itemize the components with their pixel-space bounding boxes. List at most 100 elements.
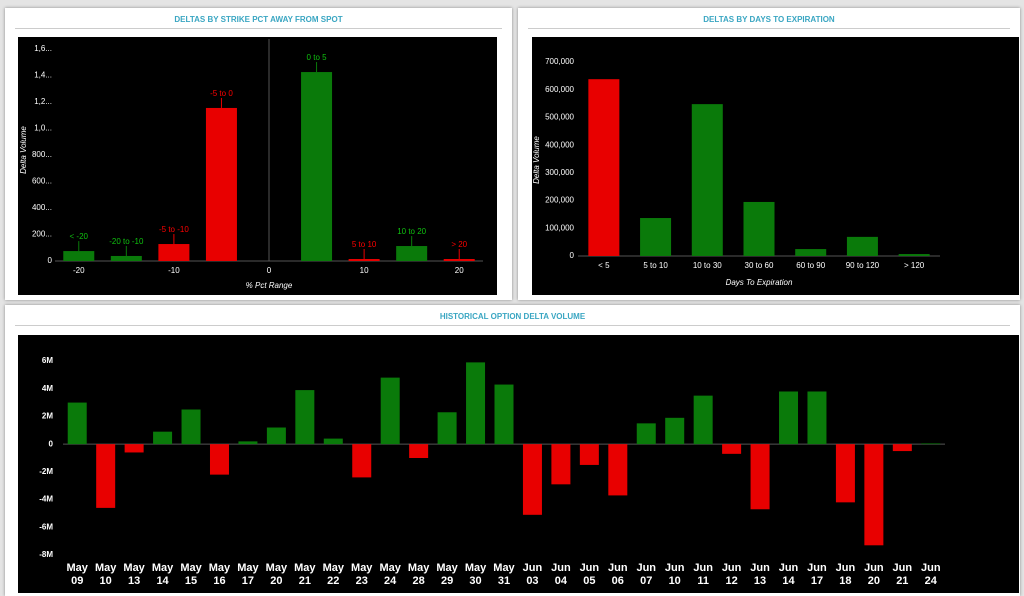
bar [579, 444, 599, 465]
x-tick-label: -20 [73, 266, 85, 275]
y-tick-label: 6M [42, 356, 53, 365]
bar [588, 79, 620, 256]
x-tick-label: May 09 [66, 562, 88, 587]
x-tick-label: May 15 [180, 562, 202, 587]
y-tick-label: 0 [48, 256, 53, 265]
bar [636, 423, 656, 445]
panel: HISTORICAL OPTION DELTA VOLUME -8M -6M -4M… [5, 305, 1020, 596]
x-tick-label: Jun 14 [778, 562, 799, 587]
y-tick-label: 400... [32, 203, 52, 212]
y-tick-label: 500,000 [545, 113, 574, 122]
plot: -8M -6M -4M -2M 0 2M 4M 6M May 09 May 10 May 13 Ma… [18, 335, 1019, 593]
y-tick-label: 400,000 [545, 140, 574, 149]
y-tick-label: 100,000 [545, 223, 574, 232]
x-tick-label: May 28 [407, 562, 430, 587]
y-tick-label: 200,000 [545, 196, 574, 205]
x-tick-label: < 5 [598, 261, 610, 270]
bar [96, 444, 116, 508]
bar [205, 107, 237, 262]
bar [846, 236, 878, 256]
bar [640, 218, 672, 256]
y-tick-label: 2M [42, 412, 53, 421]
x-tick-label: May 10 [94, 562, 117, 587]
plot: 0 200... 400... 600... 800... 1,0... 1,2... 1,4… [18, 37, 497, 295]
y-tick-label: 1,6... [34, 44, 52, 53]
value-label: -5 to -10 [159, 225, 189, 234]
x-tick-label: > 120 [904, 261, 925, 270]
y-tick-label: 700,000 [545, 57, 574, 66]
x-axis-title: % Pct Range [246, 281, 293, 290]
x-tick-label: Jun 24 [920, 562, 941, 587]
y-tick-label: 0 [570, 251, 575, 260]
x-tick-label: May 23 [351, 562, 373, 587]
bar [779, 391, 799, 445]
bar [380, 377, 400, 445]
chart: -8M -6M -4M -2M 0 2M 4M 6M [39, 356, 945, 559]
value-label: 0 to 5 [307, 53, 328, 62]
x-tick-label: 60 to 90 [796, 261, 825, 270]
bar [665, 417, 685, 445]
y-tick-label: 1,2... [34, 97, 52, 106]
bar [153, 431, 173, 445]
x-tick-label: May 30 [464, 562, 487, 587]
x-tick-label: May 21 [294, 562, 316, 587]
x-tick-label: Jun 04 [551, 562, 571, 587]
bar [494, 384, 514, 445]
bar [864, 444, 884, 546]
divider [15, 325, 1010, 326]
y-tick-label: 600,000 [545, 85, 574, 94]
bar [158, 244, 190, 261]
bar [295, 390, 315, 445]
bar [608, 444, 628, 496]
x-tick-label: Jun 13 [750, 562, 770, 587]
x-tick-label: 0 [267, 266, 272, 275]
y-tick-label: 0 [49, 439, 54, 448]
x-tick-label: Jun 07 [636, 562, 657, 587]
bar [437, 412, 457, 445]
x-axis-title: Days To Expiration [726, 278, 793, 287]
x-tick-label: May 14 [151, 562, 174, 587]
y-tick-label: 300,000 [545, 168, 574, 177]
bar [743, 201, 775, 256]
bar [209, 444, 229, 475]
bar [466, 362, 486, 445]
y-tick-label: -4M [39, 495, 53, 504]
y-axis-title: Delta Volume [19, 126, 28, 174]
bar [181, 409, 201, 445]
x-tick-label: 30 to 60 [745, 261, 774, 270]
bar [323, 438, 343, 445]
y-tick-label: 200... [32, 230, 52, 239]
bar [807, 391, 827, 445]
x-tick-label: May 29 [436, 562, 458, 587]
x-tick-label: May 22 [322, 562, 344, 587]
y-tick-label: -8M [39, 550, 53, 559]
y-tick-label: 800... [32, 150, 52, 159]
x-tick-label: 20 [455, 266, 464, 275]
x-tick-label: -10 [168, 266, 180, 275]
x-tick-label: May 16 [208, 562, 231, 587]
y-tick-label: -6M [39, 522, 53, 531]
x-tick-label: Jun 10 [664, 562, 685, 587]
bar [238, 441, 258, 445]
x-tick-label: Jun 05 [579, 562, 600, 587]
bar [835, 444, 855, 503]
x-tick-label: May 17 [237, 562, 259, 587]
x-tick-label: Jun 21 [892, 562, 913, 587]
bar [750, 444, 770, 510]
bar [691, 104, 723, 256]
bar [301, 72, 333, 262]
value-label: < -20 [70, 232, 89, 241]
y-tick-label: 1,4... [34, 71, 52, 80]
panel-title: DELTAS BY STRIKE PCT AWAY FROM SPOT [174, 15, 343, 24]
x-tick-label: May 31 [493, 562, 515, 587]
x-tick-label: Jun 17 [807, 562, 827, 587]
value-label: 5 to 10 [352, 240, 377, 249]
x-tick-label: May 20 [265, 562, 288, 587]
x-tick-label: 90 to 120 [846, 261, 880, 270]
panel-title: DELTAS BY DAYS TO EXPIRATION [703, 15, 835, 24]
bar [722, 444, 742, 454]
bar [795, 249, 827, 256]
value-label: 10 to 20 [397, 227, 426, 236]
bar [409, 444, 429, 458]
bar [551, 444, 571, 485]
